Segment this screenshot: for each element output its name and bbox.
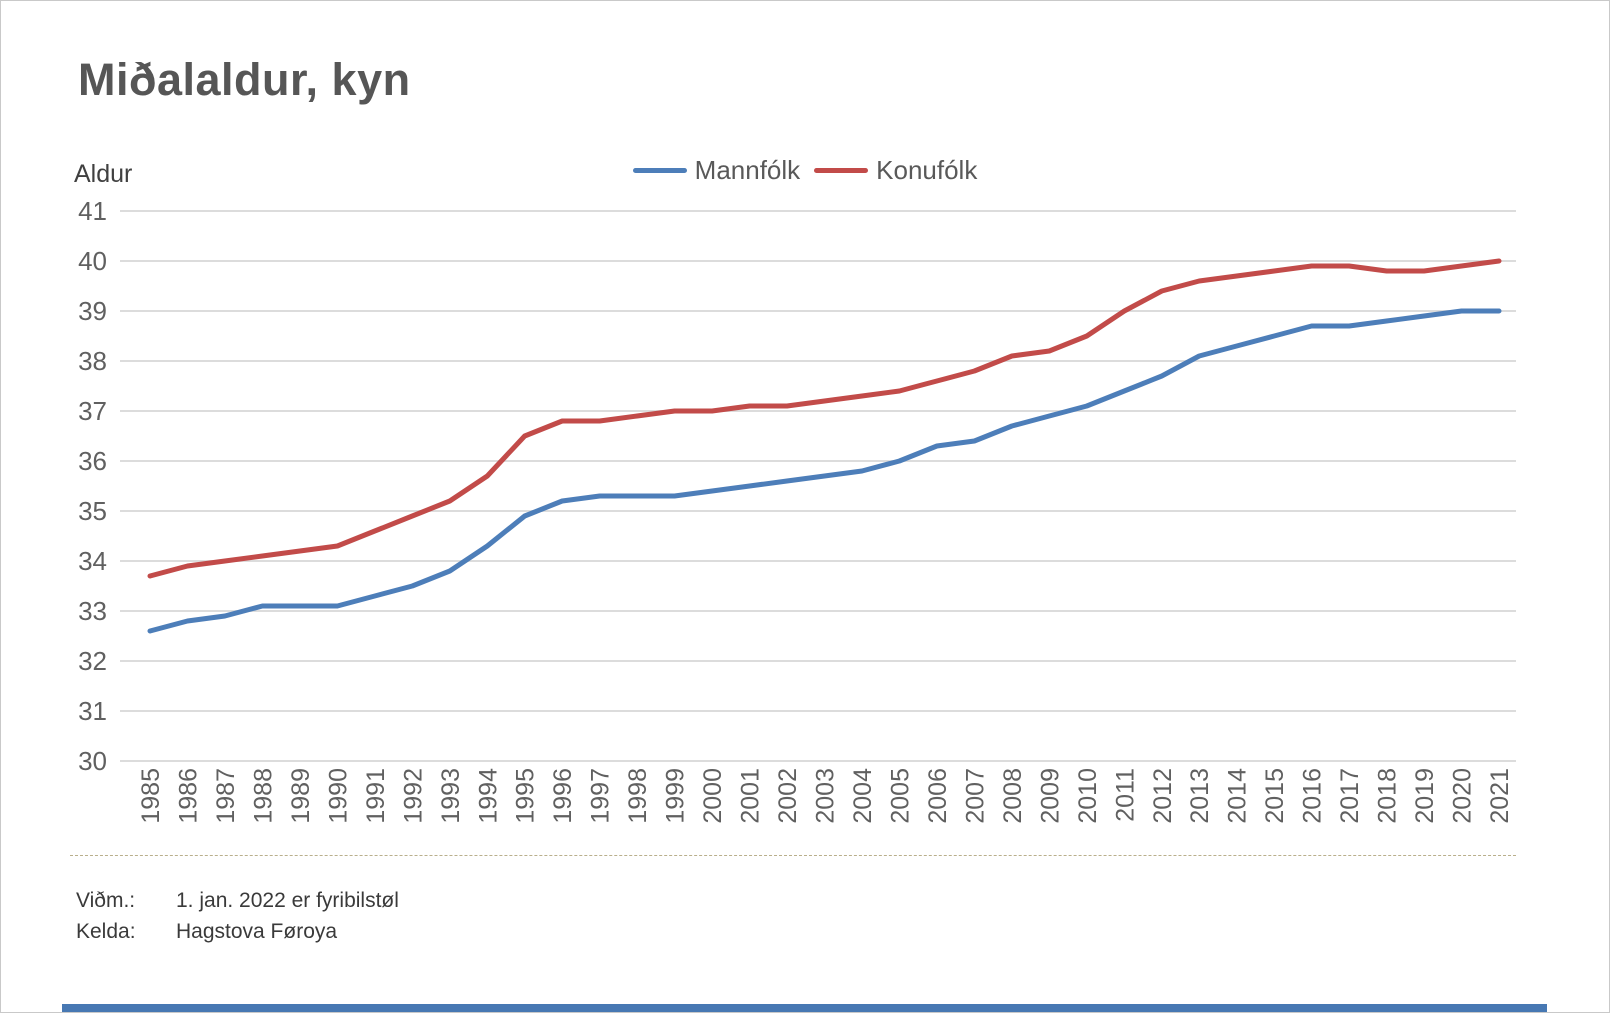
svg-text:2003: 2003 [812,768,840,824]
y-axis-title: Aldur [74,160,133,188]
svg-text:40: 40 [78,246,107,276]
svg-text:1999: 1999 [662,768,690,824]
svg-text:2008: 2008 [999,768,1027,824]
series-line-konufolk [147,258,1502,579]
svg-text:2012: 2012 [1149,768,1177,824]
svg-text:2004: 2004 [849,768,877,824]
svg-text:31: 31 [78,696,107,726]
svg-text:2016: 2016 [1299,768,1327,824]
svg-text:1998: 1998 [624,768,652,824]
svg-text:37: 37 [78,396,107,426]
svg-text:2011: 2011 [1111,768,1139,822]
x-axis-labels: 1985 1986 1987 1988 1989 1990 1991 1992 1993 1994… [137,768,1514,824]
svg-text:1987: 1987 [212,768,240,824]
legend-swatch-mannfolk [632,168,687,173]
svg-text:34: 34 [78,546,107,576]
svg-text:38: 38 [78,346,107,376]
legend-label-mannfolk: Mannfólk [694,155,801,185]
svg-text:1997: 1997 [587,768,615,824]
legend-item-mannfolk[interactable]: Mannfólk [632,155,801,186]
svg-text:2006: 2006 [924,768,952,824]
svg-text:2001: 2001 [737,768,765,824]
gridlines [120,210,1516,762]
svg-text:32: 32 [78,646,107,676]
svg-text:2019: 2019 [1411,768,1439,824]
line-chart: 30 31 32 33 34 35 36 37 38 39 40 41 1985 1986 1987 1988… [78,196,1516,824]
svg-text:1991: 1991 [362,768,390,824]
svg-text:1993: 1993 [437,768,465,824]
svg-text:1985: 1985 [137,768,165,824]
svg-text:1996: 1996 [549,768,577,824]
legend-swatch-konufolk [814,168,869,173]
svg-text:41: 41 [78,196,107,226]
svg-text:1995: 1995 [512,768,540,824]
svg-text:1988: 1988 [249,768,277,824]
svg-text:35: 35 [78,496,107,526]
svg-text:2005: 2005 [886,768,914,824]
page-title: Miðalaldur, kyn [78,54,411,105]
svg-text:2013: 2013 [1186,768,1214,824]
svg-text:2021: 2021 [1486,768,1514,824]
svg-text:2000: 2000 [699,768,727,824]
footnote-text-vidm: 1. jan. 2022 er fyribilstøl [176,889,399,912]
svg-text:2009: 2009 [1036,768,1064,824]
svg-text:2007: 2007 [961,768,989,824]
svg-text:2018: 2018 [1374,768,1402,824]
svg-text:1992: 1992 [399,768,427,824]
svg-text:36: 36 [78,446,107,476]
footnote-label-kelda: Kelda: [76,920,136,943]
footnote-label-vidm: Viðm.: [76,889,136,912]
svg-text:1990: 1990 [324,768,352,824]
svg-text:2014: 2014 [1224,768,1252,824]
svg-text:39: 39 [78,296,107,326]
svg-text:1986: 1986 [175,768,203,824]
footnote-text-kelda: Hagstova Føroya [176,920,338,943]
bottom-bar [62,1004,1547,1013]
svg-text:2002: 2002 [774,768,802,824]
legend-item-konufolk[interactable]: Konufólk [814,155,977,186]
legend: Mannfólk Konufólk [0,155,1610,186]
svg-text:30: 30 [78,746,107,776]
svg-text:2010: 2010 [1074,768,1102,824]
svg-text:1994: 1994 [474,768,502,824]
footnote-divider [70,855,1516,856]
svg-text:2017: 2017 [1336,768,1364,824]
svg-text:1989: 1989 [287,768,315,824]
y-axis-labels: 30 31 32 33 34 35 36 37 38 39 40 41 [78,196,107,776]
series-line-mannfolk [147,308,1502,634]
svg-text:33: 33 [78,596,107,626]
svg-text:2020: 2020 [1449,768,1477,824]
legend-label-konufolk: Konufólk [876,155,978,185]
svg-text:2015: 2015 [1261,768,1289,824]
